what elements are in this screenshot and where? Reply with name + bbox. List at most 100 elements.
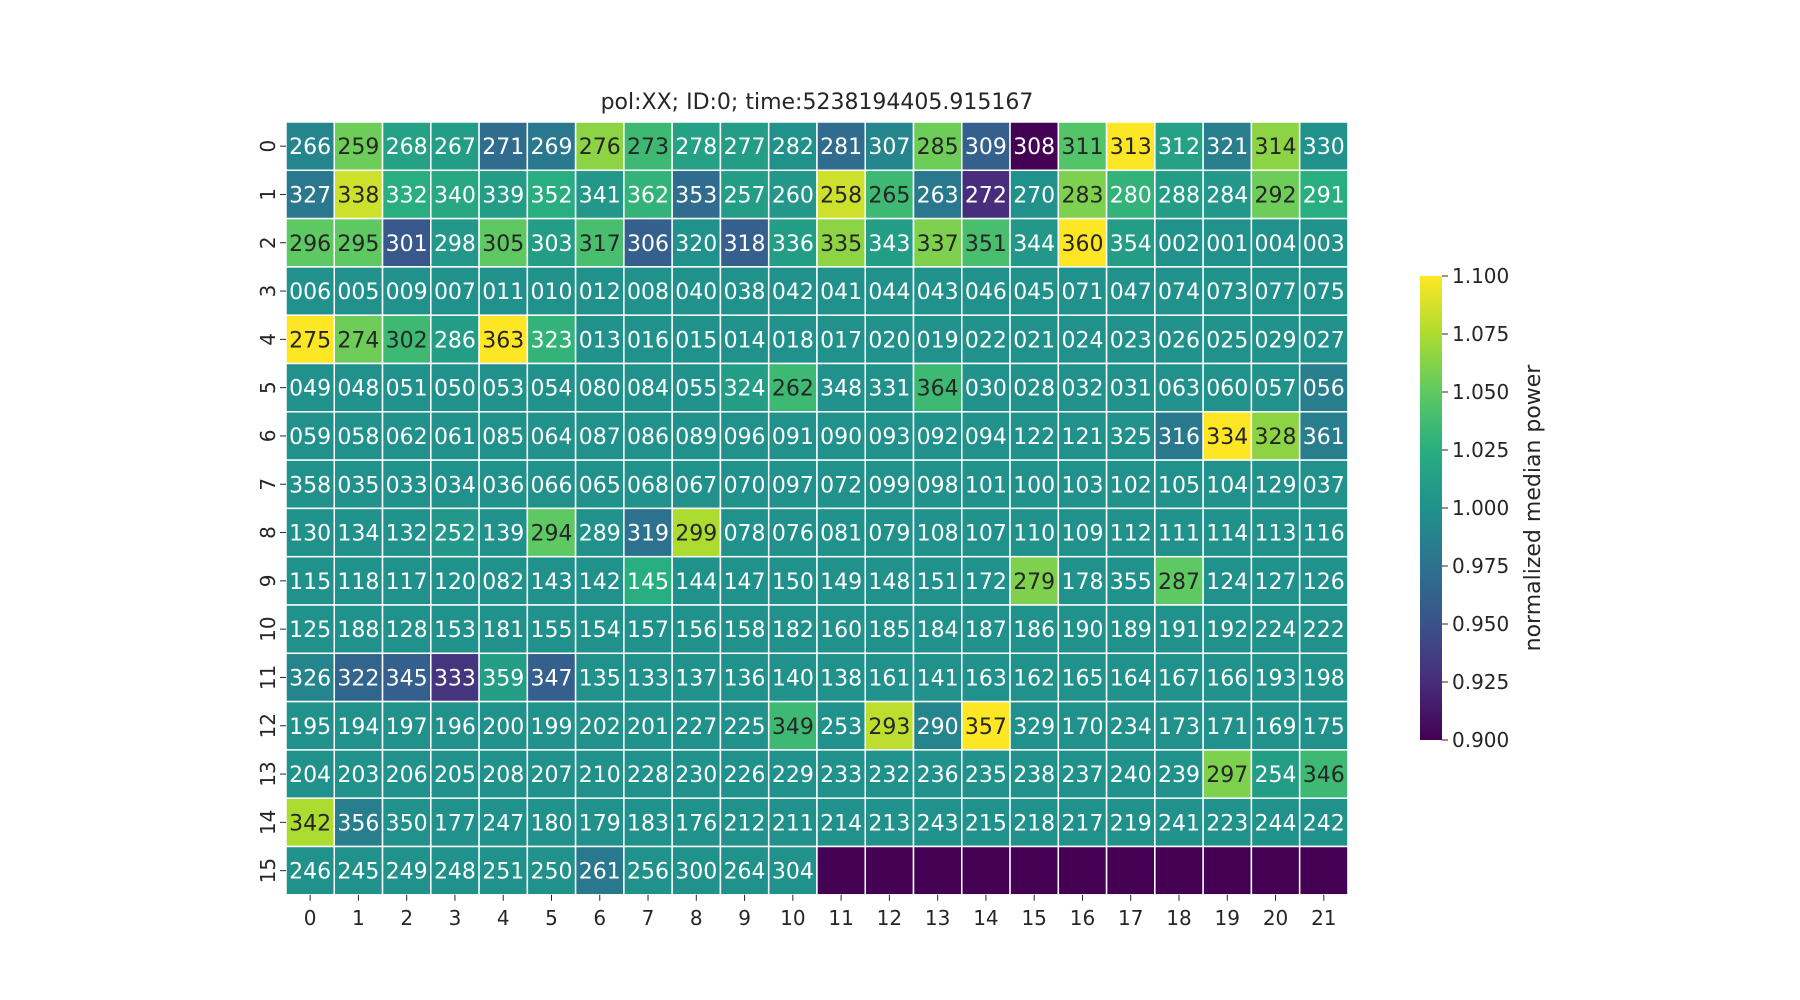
heatmap-cell bbox=[574, 604, 625, 655]
cell-label: 172 bbox=[965, 570, 1007, 595]
heatmap-cell bbox=[1057, 700, 1108, 751]
cell-label: 261 bbox=[579, 860, 621, 885]
cell-label: 075 bbox=[1303, 280, 1345, 305]
heatmap-cell bbox=[381, 169, 432, 220]
heatmap-cell bbox=[623, 555, 673, 606]
heatmap-cell bbox=[430, 845, 480, 896]
heatmap-cell bbox=[1057, 169, 1108, 220]
cell-label: 270 bbox=[1013, 183, 1055, 208]
heatmap-cell bbox=[961, 700, 1011, 751]
cell-label: 089 bbox=[675, 425, 717, 450]
cell-label: 063 bbox=[1158, 377, 1200, 402]
heatmap-cell bbox=[816, 749, 866, 799]
cell-label: 360 bbox=[1061, 232, 1103, 257]
cell-label: 275 bbox=[289, 328, 331, 353]
cell-label: 298 bbox=[434, 232, 476, 257]
cell-label: 322 bbox=[337, 666, 379, 691]
heatmap-cell bbox=[526, 266, 577, 316]
cell-label: 020 bbox=[868, 328, 910, 353]
cell-label: 178 bbox=[1061, 570, 1103, 595]
cell-label: 324 bbox=[724, 377, 766, 402]
heatmap-cell bbox=[1202, 266, 1253, 316]
cell-label: 028 bbox=[1013, 377, 1055, 402]
heatmap-cell bbox=[961, 314, 1011, 365]
cell-label: 343 bbox=[868, 232, 910, 257]
cell-label: 295 bbox=[337, 232, 379, 257]
cell-label: 234 bbox=[1110, 715, 1152, 740]
cell-label: 193 bbox=[1255, 666, 1297, 691]
cell-label: 124 bbox=[1206, 570, 1248, 595]
heatmap-cell bbox=[864, 700, 915, 751]
colorbar-tick-label: 1.075 bbox=[1452, 322, 1509, 346]
heatmap-cell bbox=[1250, 121, 1301, 172]
cell-label: 099 bbox=[868, 473, 910, 498]
cell-label: 266 bbox=[289, 135, 331, 160]
heatmap-cell bbox=[574, 652, 625, 703]
heatmap-cell bbox=[719, 507, 770, 558]
cell-label: 345 bbox=[386, 666, 428, 691]
cell-label: 056 bbox=[1303, 377, 1345, 402]
cell-label: 187 bbox=[965, 618, 1007, 643]
cell-label: 287 bbox=[1158, 570, 1200, 595]
cell-label: 272 bbox=[965, 183, 1007, 208]
cell-label: 210 bbox=[579, 763, 621, 788]
cell-label: 363 bbox=[482, 328, 524, 353]
heatmap-cell bbox=[333, 845, 384, 896]
x-tick-label: 20 bbox=[1263, 906, 1288, 930]
cell-label: 203 bbox=[337, 763, 379, 788]
heatmap-cell bbox=[285, 314, 336, 365]
heatmap-cell bbox=[1154, 700, 1204, 751]
cell-label: 086 bbox=[627, 425, 669, 450]
heatmap-cell bbox=[285, 121, 336, 172]
cell-label: 105 bbox=[1158, 473, 1200, 498]
cell-label: 148 bbox=[868, 570, 910, 595]
cell-label: 217 bbox=[1061, 811, 1103, 836]
cell-label: 327 bbox=[289, 183, 331, 208]
cell-label: 339 bbox=[482, 183, 524, 208]
cell-label: 170 bbox=[1061, 715, 1103, 740]
heatmap-cell bbox=[1154, 411, 1204, 461]
cell-label: 267 bbox=[434, 135, 476, 160]
cell-label: 316 bbox=[1158, 425, 1200, 450]
cell-label: 341 bbox=[579, 183, 621, 208]
x-axis-ticks: 0 1 2 3 4 5 6 7 8 9 10 11 12 13 14 15 16 17 18 19 20 21 bbox=[304, 894, 1337, 930]
cell-label: 074 bbox=[1158, 280, 1200, 305]
cell-label: 065 bbox=[579, 473, 621, 498]
y-tick-label: 9 bbox=[256, 574, 280, 587]
cell-label: 188 bbox=[337, 618, 379, 643]
heatmap-cell bbox=[430, 217, 480, 268]
heatmap-cell bbox=[767, 700, 818, 751]
heatmap-cell bbox=[623, 749, 673, 799]
cell-label: 229 bbox=[772, 763, 814, 788]
heatmap-cell bbox=[478, 555, 529, 606]
heatmap-cell bbox=[912, 411, 963, 461]
cell-label: 004 bbox=[1255, 232, 1297, 257]
heatmap-cell bbox=[1202, 700, 1253, 751]
heatmap-cell bbox=[671, 797, 722, 848]
cell-label: 321 bbox=[1206, 135, 1248, 160]
cell-label: 213 bbox=[868, 811, 910, 836]
cell-label: 197 bbox=[386, 715, 428, 740]
heatmap-cell bbox=[767, 217, 818, 268]
heatmap-cell bbox=[1105, 217, 1156, 268]
heatmap-cell bbox=[478, 459, 529, 510]
cell-label: 191 bbox=[1158, 618, 1200, 643]
cell-label: 041 bbox=[820, 280, 862, 305]
y-tick-label: 10 bbox=[256, 616, 280, 641]
heatmap-cell bbox=[671, 555, 722, 606]
x-tick-label: 2 bbox=[400, 906, 413, 930]
heatmap-cell bbox=[1105, 797, 1156, 848]
y-tick-label: 3 bbox=[256, 285, 280, 298]
cell-label: 356 bbox=[337, 811, 379, 836]
cell-label: 140 bbox=[772, 666, 814, 691]
cell-label: 338 bbox=[337, 183, 379, 208]
cell-label: 183 bbox=[627, 811, 669, 836]
cell-label: 318 bbox=[724, 232, 766, 257]
heatmap-cell bbox=[1009, 217, 1060, 268]
cell-label: 151 bbox=[917, 570, 959, 595]
cell-label: 094 bbox=[965, 425, 1007, 450]
y-tick-label: 0 bbox=[256, 140, 280, 153]
cell-label: 359 bbox=[482, 666, 524, 691]
cell-label: 034 bbox=[434, 473, 476, 498]
cell-label: 111 bbox=[1158, 522, 1200, 547]
